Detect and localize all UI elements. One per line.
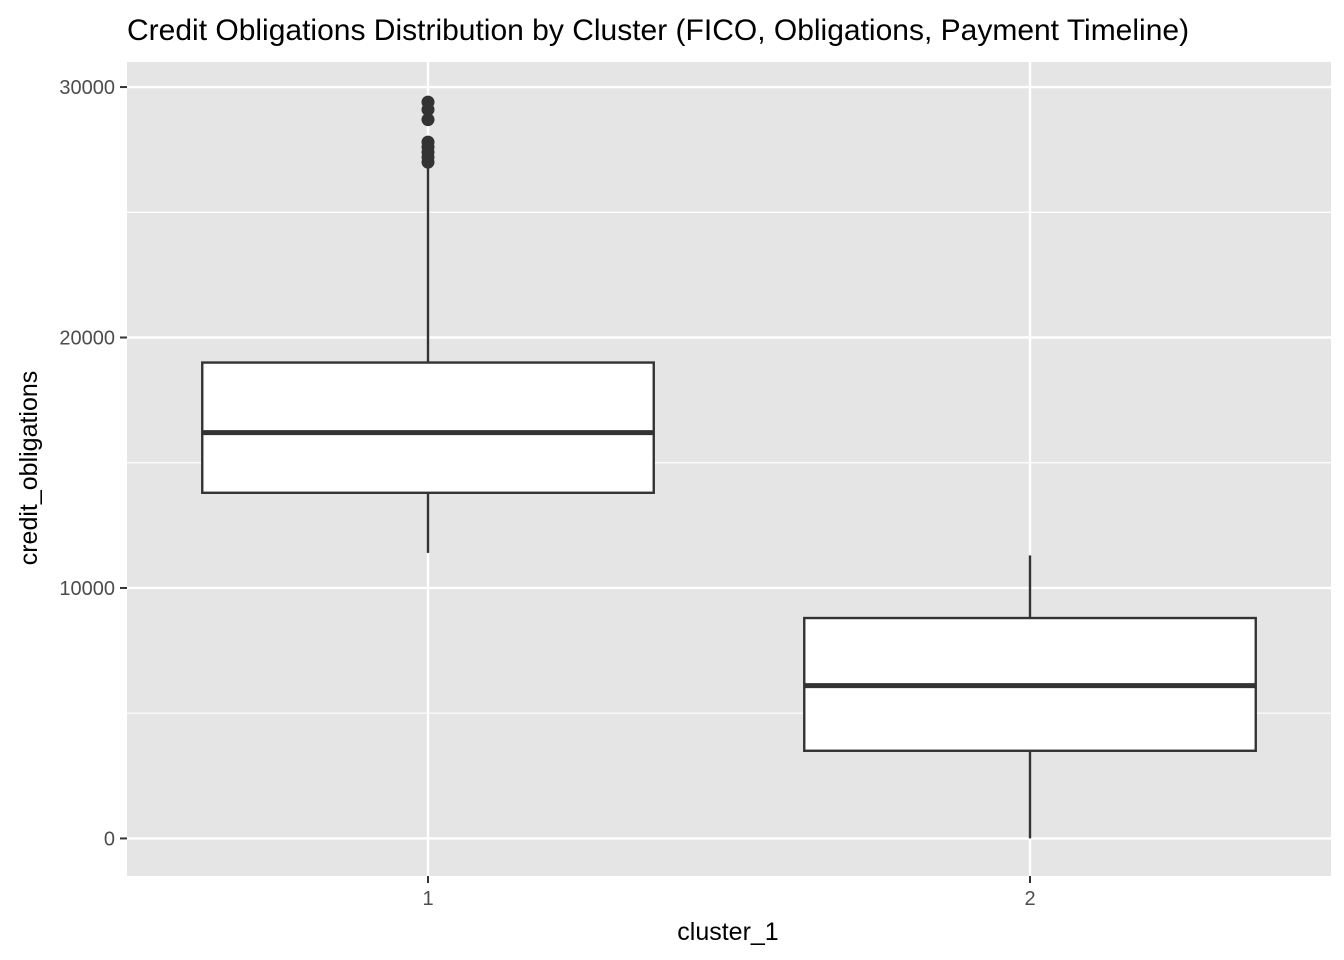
chart-title: Credit Obligations Distribution by Clust… <box>127 14 1189 47</box>
x-tick-label: 2 <box>1024 888 1035 910</box>
outlier-point <box>421 95 435 109</box>
y-tick-label: 0 <box>104 828 115 850</box>
y-tick-label: 20000 <box>59 328 115 350</box>
x-tick-label: 1 <box>422 888 433 910</box>
box-group-2 <box>803 555 1257 839</box>
plot-panel <box>127 62 1331 876</box>
y-axis-title: credit_obligations <box>15 371 43 566</box>
y-tick-label: 10000 <box>59 578 115 600</box>
outlier-point <box>421 113 435 127</box>
y-tick-label: 30000 <box>59 77 115 99</box>
y-axis-ticks: 0 10000 20000 30000 <box>59 77 127 850</box>
outlier-point <box>421 135 435 149</box>
x-axis-title: cluster_1 <box>677 918 778 946</box>
box-group-1 <box>201 95 655 553</box>
box-iqr <box>201 361 655 494</box>
